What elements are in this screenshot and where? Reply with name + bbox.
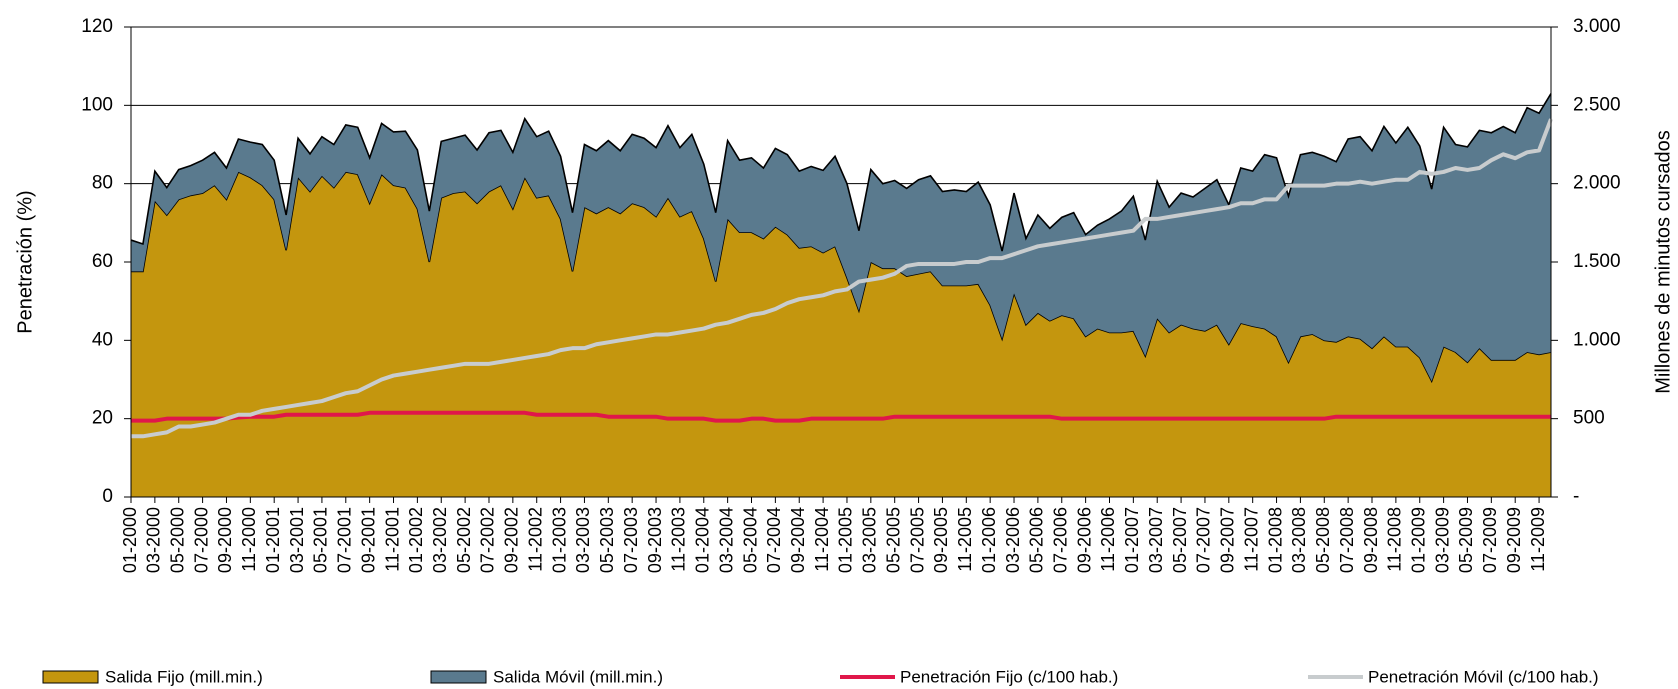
x-tick-label: 01-2002	[406, 507, 426, 573]
line	[131, 118, 1553, 439]
y2-tick-label: -	[1573, 486, 1579, 507]
y-tick-label: 120	[81, 16, 113, 37]
x-tick-label: 05-2007	[1170, 507, 1190, 573]
x-tick-label: 09-2002	[502, 507, 522, 573]
legend-label: Salida Fijo (mill.min.)	[105, 667, 263, 686]
x-tick-label: 09-2000	[215, 507, 235, 573]
x-tick-label: 01-2000	[120, 507, 140, 573]
x-tick-label: 03-2005	[860, 507, 880, 573]
x-tick-label: 05-2004	[740, 507, 760, 573]
x-tick-label: 03-2008	[1289, 507, 1309, 573]
x-tick-label: 11-2004	[812, 507, 832, 572]
y2-tick-label: 500	[1573, 408, 1605, 429]
x-tick-label: 01-2001	[263, 507, 283, 573]
x-tick-label: 03-2003	[573, 507, 593, 573]
x-tick-label: 03-2009	[1432, 507, 1452, 573]
legend-swatch	[42, 670, 99, 684]
y-tick-label: 100	[81, 94, 113, 115]
x-tick-label: 11-2006	[1098, 507, 1118, 572]
legend-label: Penetración Móvil (c/100 hab.)	[1368, 667, 1599, 686]
x-tick-label: 03-2004	[716, 507, 736, 573]
x-tick-label: 05-2009	[1456, 507, 1476, 573]
y2-axis-label: Millones de minutos cursados	[1652, 130, 1674, 393]
y2-tick-label: 1.500	[1573, 251, 1621, 272]
x-tick-label: 03-2007	[1146, 507, 1166, 573]
x-tick-label: 07-2006	[1051, 507, 1071, 573]
area	[131, 171, 1551, 498]
legend-label: Salida Móvil (mill.min.)	[493, 667, 663, 686]
x-tick-label: 01-2007	[1122, 507, 1142, 573]
x-tick-label: 11-2009	[1528, 507, 1548, 572]
x-tick-label: 09-2009	[1504, 507, 1524, 573]
y-axis-label: Penetración (%)	[14, 190, 36, 333]
y-tick-label: 60	[92, 251, 113, 272]
plot-frame	[130, 26, 1552, 498]
x-tick-label: 09-2001	[358, 507, 378, 573]
x-tick-label: 07-2008	[1337, 507, 1357, 573]
x-tick-label: 09-2008	[1361, 507, 1381, 573]
x-tick-label: 05-2002	[454, 507, 474, 573]
x-tick-label: 09-2005	[931, 507, 951, 573]
y-tick-label: 80	[92, 173, 113, 194]
legend-label: Penetración Fijo (c/100 hab.)	[900, 667, 1118, 686]
line	[131, 410, 1551, 423]
x-tick-label: 07-2001	[335, 507, 355, 573]
x-tick-label: 11-2007	[1241, 507, 1261, 572]
legend-swatch	[430, 670, 487, 684]
x-tick-label: 07-2005	[907, 507, 927, 573]
x-tick-label: 11-2003	[669, 507, 689, 572]
x-tick-label: 05-2003	[597, 507, 617, 573]
x-tick-label: 01-2009	[1408, 507, 1428, 573]
y-tick-label: 40	[92, 329, 113, 350]
x-tick-label: 03-2000	[144, 507, 164, 573]
x-tick-label: 01-2003	[549, 507, 569, 573]
x-tick-label: 05-2008	[1313, 507, 1333, 573]
x-tick-label: 09-2004	[788, 507, 808, 573]
area	[131, 93, 1551, 382]
x-tick-label: 01-2008	[1265, 507, 1285, 573]
x-tick-label: 09-2003	[645, 507, 665, 573]
x-tick-label: 11-2002	[525, 507, 545, 572]
y-tick-label: 0	[102, 486, 113, 507]
x-tick-label: 03-2002	[430, 507, 450, 573]
x-tick-label: 07-2007	[1194, 507, 1214, 573]
x-tick-label: 09-2007	[1218, 507, 1238, 573]
x-tick-label: 05-2000	[167, 507, 187, 573]
y2-tick-label: 3.000	[1573, 16, 1621, 37]
x-tick-label: 11-2005	[955, 507, 975, 572]
x-tick-label: 07-2004	[764, 507, 784, 573]
x-tick-label: 05-2001	[311, 507, 331, 573]
x-tick-label: 07-2002	[478, 507, 498, 573]
x-tick-label: 03-2006	[1003, 507, 1023, 573]
area-outline	[130, 93, 1552, 252]
y2-tick-label: 2.000	[1573, 173, 1621, 194]
x-tick-label: 09-2006	[1074, 507, 1094, 573]
x-tick-label: 01-2005	[836, 507, 856, 573]
y2-tick-label: 2.500	[1573, 94, 1621, 115]
x-tick-label: 11-2001	[382, 507, 402, 572]
x-tick-label: 11-2008	[1385, 507, 1405, 572]
y-tick-label: 20	[92, 408, 113, 429]
y2-tick-label: 1.000	[1573, 329, 1621, 350]
x-tick-label: 11-2000	[239, 507, 259, 572]
x-tick-label: 05-2006	[1027, 507, 1047, 573]
x-tick-label: 01-2004	[693, 507, 713, 573]
x-tick-label: 01-2006	[979, 507, 999, 573]
x-tick-label: 07-2009	[1480, 507, 1500, 573]
x-tick-label: 05-2005	[883, 507, 903, 573]
x-tick-label: 07-2000	[191, 507, 211, 573]
x-tick-label: 07-2003	[621, 507, 641, 573]
x-tick-label: 03-2001	[287, 507, 307, 573]
